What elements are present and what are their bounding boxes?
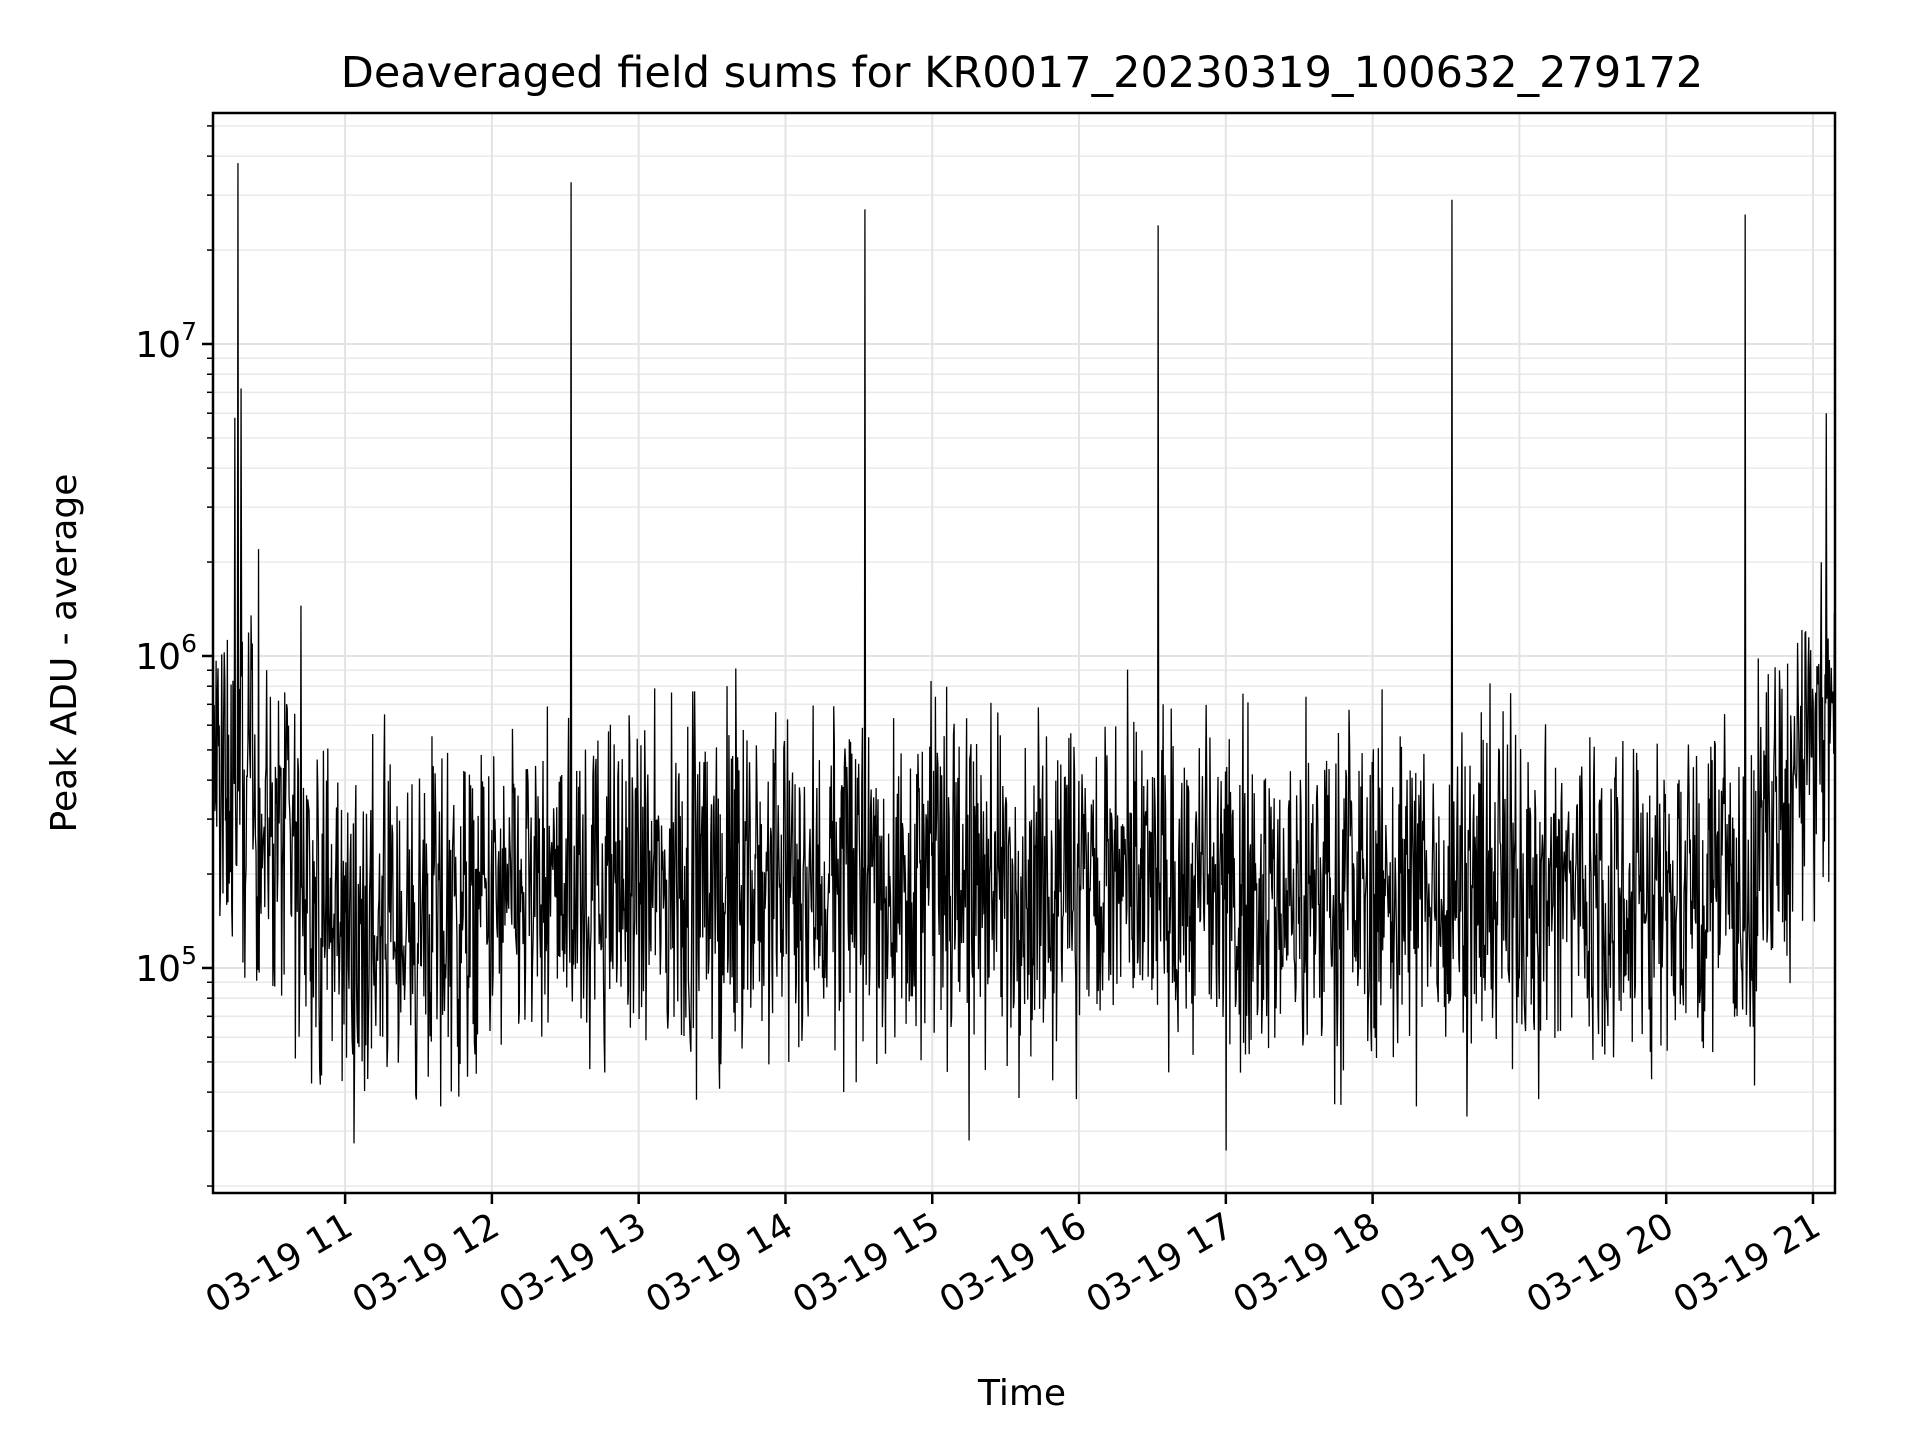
y-tick-label: 105 (135, 941, 197, 990)
series-line (213, 163, 1835, 1151)
chart-title: Deaveraged field sums for KR0017_2023031… (341, 48, 1704, 98)
x-axis-label: Time (977, 1373, 1066, 1414)
y-axis-label: Peak ADU - average (44, 474, 85, 833)
y-tick-label: 106 (135, 629, 197, 678)
plot-series-group (213, 163, 1835, 1151)
plot-frame (211, 111, 1837, 1195)
y-tick-label: 107 (135, 317, 197, 366)
